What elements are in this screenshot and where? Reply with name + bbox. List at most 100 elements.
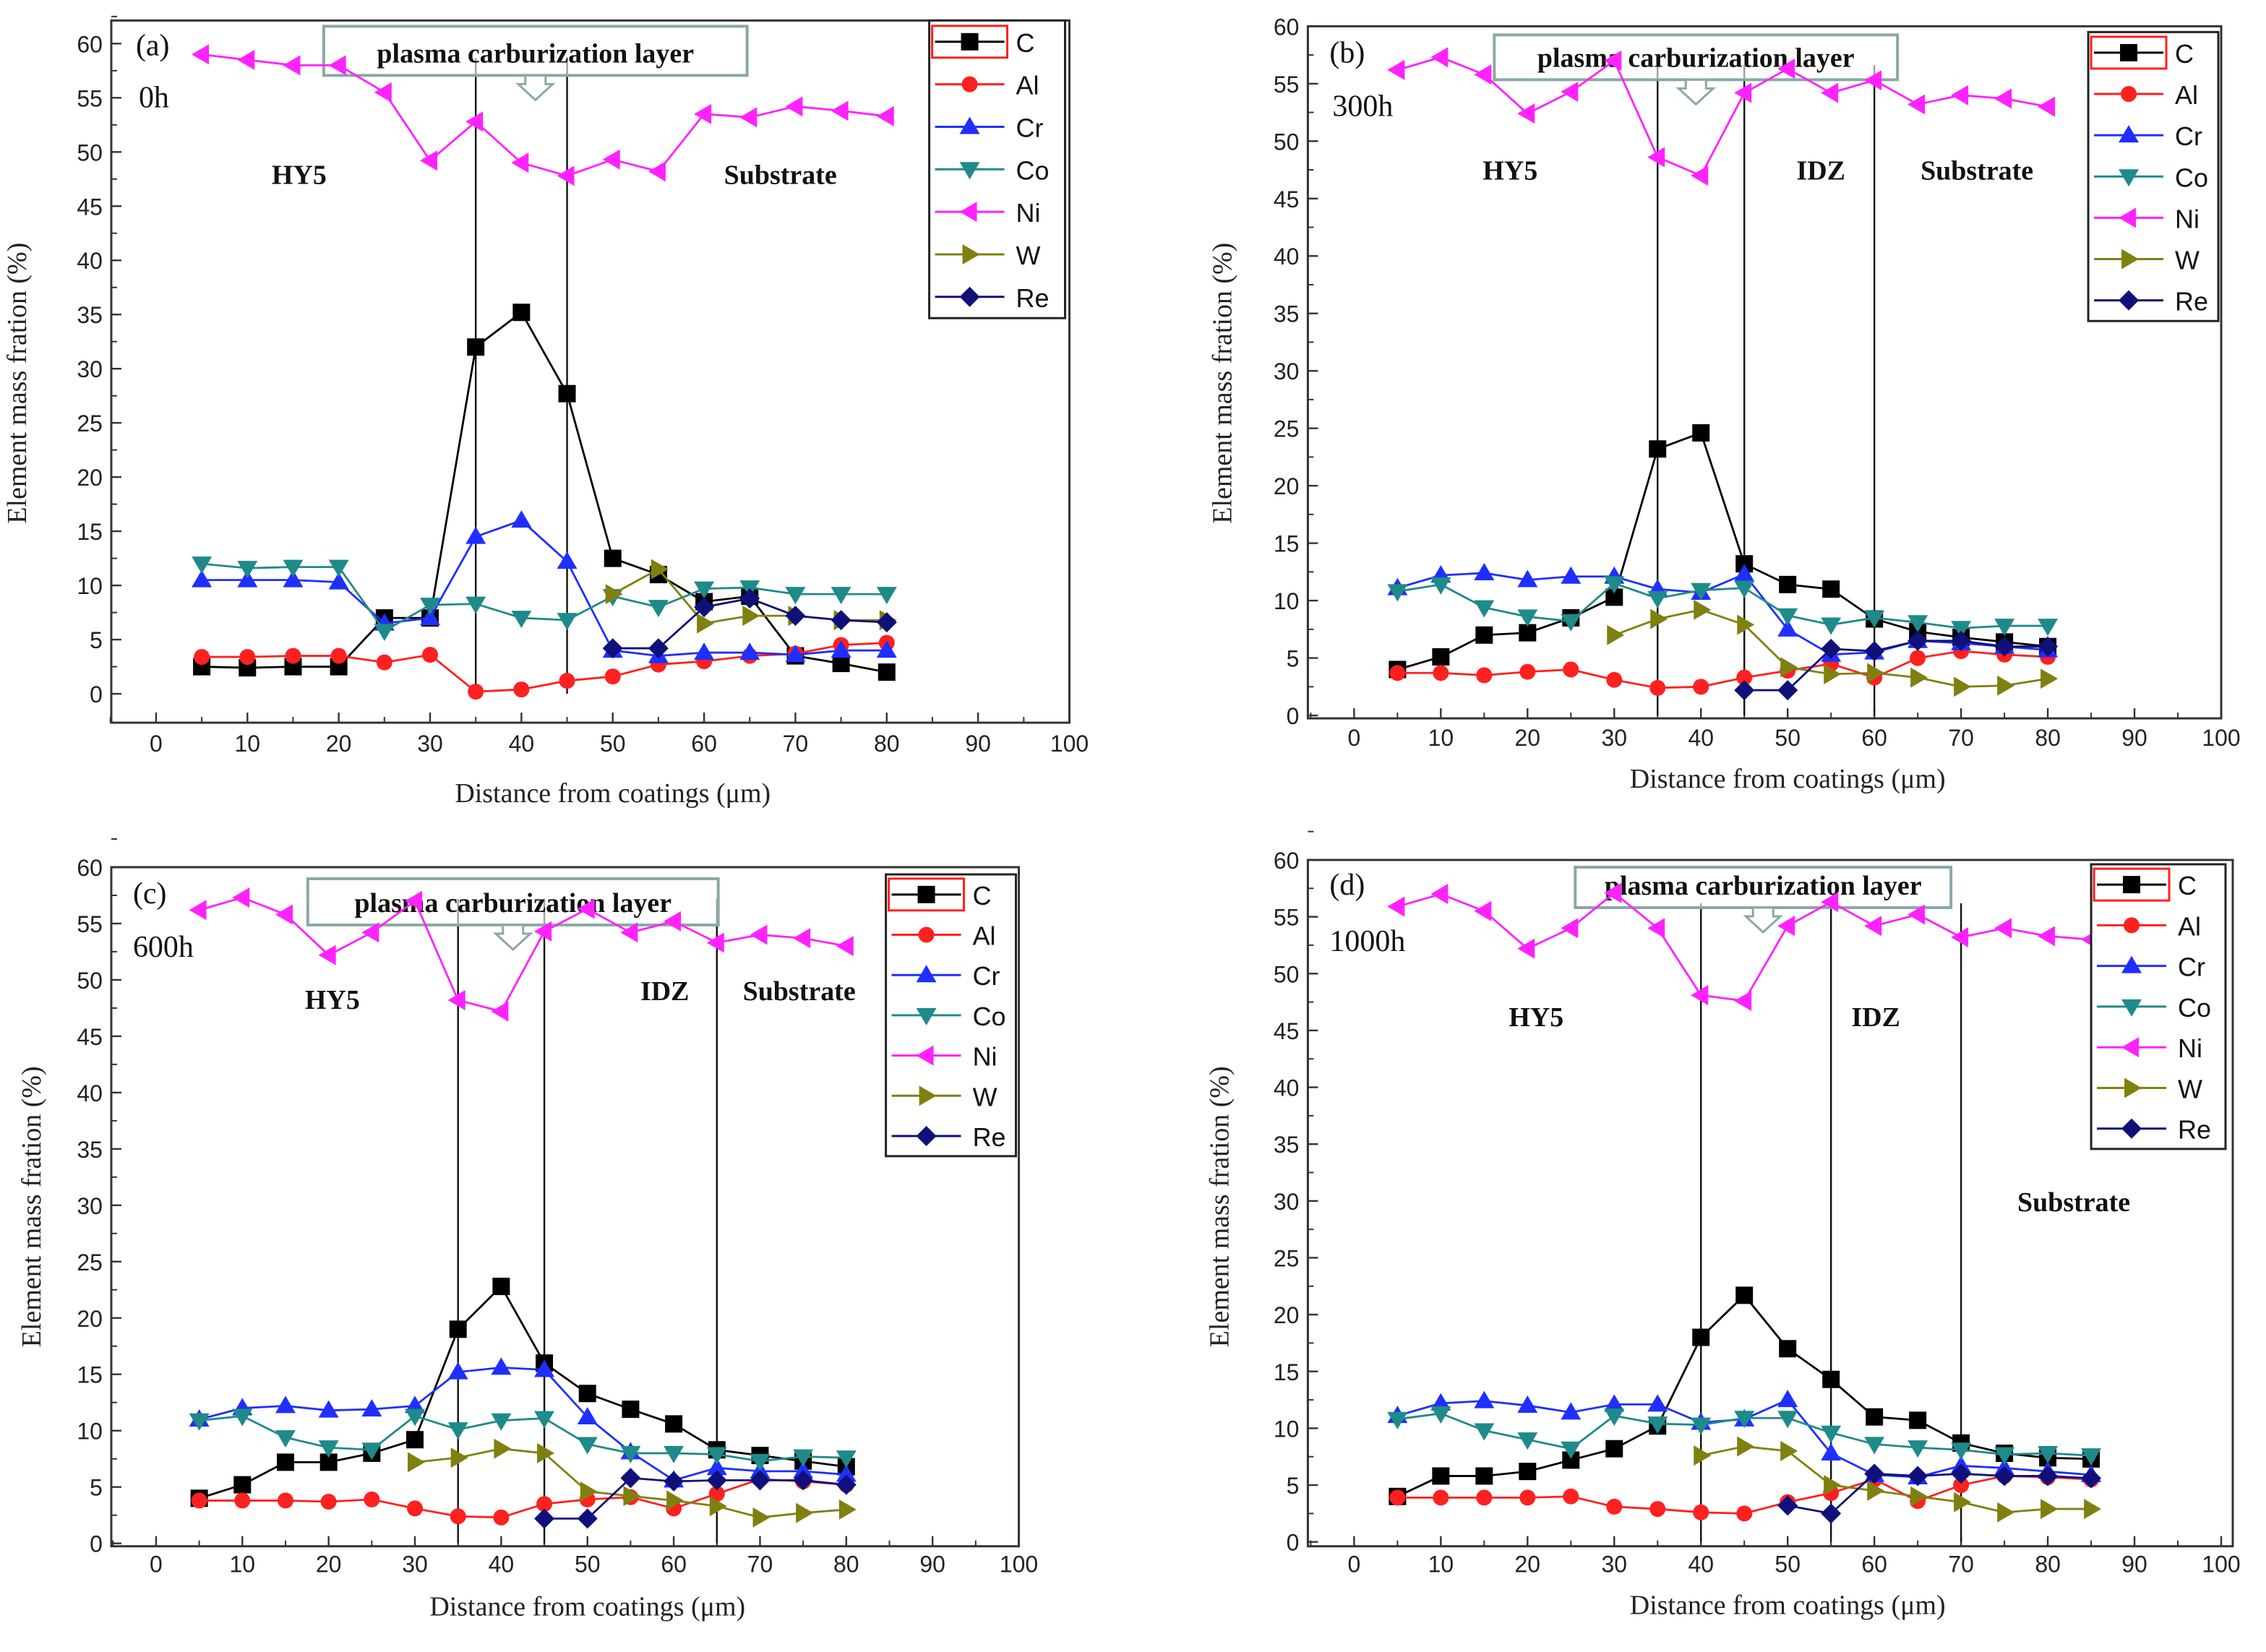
y-tick-label: 35 — [77, 302, 103, 328]
data-point-Re — [1734, 680, 1755, 701]
data-point-Al — [1736, 669, 1753, 686]
data-point-Al — [1433, 665, 1449, 681]
data-point-Co — [1864, 610, 1885, 628]
data-point-Ni — [1387, 59, 1405, 80]
data-point-C — [1735, 555, 1754, 573]
y-tick-label: 60 — [77, 31, 103, 57]
data-point-C — [604, 549, 622, 567]
y-tick-label: 0 — [90, 681, 103, 707]
series-line-Co — [201, 562, 887, 632]
legend-marker-Al — [2124, 917, 2140, 934]
legend-label: Al — [2178, 911, 2201, 941]
data-point-Ni — [420, 150, 438, 171]
data-point-Co — [1647, 590, 1668, 608]
data-point-C — [1779, 1340, 1797, 1358]
data-point-Ni — [1430, 47, 1449, 68]
data-point-Al — [1693, 1504, 1709, 1520]
data-point-Cr — [785, 645, 806, 663]
data-point-Al — [1563, 1488, 1579, 1505]
series-line-Al — [1397, 650, 2048, 689]
data-point-Cr — [793, 1460, 814, 1479]
series-Ni — [1387, 47, 2056, 186]
data-point-Al — [1693, 679, 1709, 695]
data-point-Cr — [447, 1361, 468, 1380]
x-tick-label: 60 — [1861, 1552, 1887, 1578]
legend-label: W — [973, 1082, 997, 1111]
data-point-C — [467, 338, 485, 356]
x-tick-label: 30 — [402, 1552, 428, 1578]
data-point-Re — [706, 1470, 727, 1491]
data-point-Al — [1433, 1489, 1449, 1506]
data-point-Ni — [1907, 904, 1926, 925]
series-W — [1694, 1436, 2102, 1523]
data-point-Ni — [534, 921, 552, 942]
data-point-Re — [694, 597, 715, 618]
x-tick-label: 10 — [1428, 1552, 1454, 1578]
arrow-down-icon — [515, 74, 556, 102]
y-tick-label: 15 — [1274, 531, 1300, 557]
data-point-Al — [493, 1509, 510, 1526]
data-point-Ni — [1517, 103, 1535, 124]
data-point-Ni — [739, 107, 758, 128]
y-tick-label: 10 — [77, 573, 103, 599]
data-point-Co — [511, 611, 532, 629]
data-point-Cr — [361, 1399, 382, 1417]
y-tick-label: 30 — [77, 1193, 103, 1219]
data-point-Cr — [1474, 1390, 1495, 1408]
y-tick-label: 15 — [77, 1362, 103, 1388]
data-point-Co — [706, 1447, 727, 1465]
series-Cr — [1387, 1390, 2102, 1485]
legend-marker-C — [2123, 876, 2141, 894]
series-Ni — [189, 887, 854, 1022]
data-point-C — [492, 1278, 510, 1296]
data-point-Co — [648, 600, 669, 618]
plot-frame — [1306, 859, 2234, 1548]
data-point-C — [1562, 1451, 1580, 1469]
data-point-C — [1475, 1467, 1493, 1485]
data-point-Co — [836, 1450, 857, 1468]
series-Re — [534, 1468, 857, 1529]
data-point-Cr — [275, 1395, 296, 1414]
legend-marker-Al — [2121, 86, 2137, 103]
data-point-Cr — [1474, 562, 1495, 580]
legend-marker-Ni — [2119, 207, 2137, 228]
annotation-text: plasma carburization layer — [1537, 43, 1855, 73]
data-point-C — [578, 1385, 596, 1403]
data-point-W — [580, 1481, 598, 1502]
panel-label: (c) — [133, 877, 167, 911]
legend-label: Re — [1016, 283, 1050, 313]
legend: C Al Cr Co Ni W Re — [928, 19, 1067, 319]
data-point-Ni — [1777, 916, 1795, 937]
x-tick-label: 80 — [874, 731, 900, 757]
data-point-W — [450, 1447, 468, 1468]
data-point-Ni — [1604, 882, 1622, 903]
data-point-C — [319, 1453, 338, 1471]
data-point-Al — [194, 649, 210, 666]
panel-label: (d) — [1329, 869, 1365, 902]
y-tick-label: 5 — [1287, 1473, 1300, 1499]
data-point-Al — [604, 668, 621, 685]
data-point-W — [1910, 667, 1928, 688]
legend-label: Al — [973, 921, 996, 951]
legend-marker-W — [962, 244, 980, 264]
data-point-C — [276, 1453, 294, 1471]
legend-label: Cr — [2175, 121, 2202, 151]
data-point-Co — [1994, 619, 2015, 637]
arrow-down-icon — [492, 924, 533, 951]
x-tick-label: 40 — [509, 731, 535, 757]
x-axis-label: Distance from coatings (μm) — [429, 1592, 745, 1622]
legend-marker-Re — [916, 1126, 937, 1147]
data-point-Ni — [1994, 918, 2012, 939]
data-point-Ni — [793, 928, 811, 949]
y-tick-label: 35 — [1274, 301, 1300, 327]
data-point-Ni — [785, 96, 803, 117]
x-tick-label: 0 — [1348, 725, 1361, 751]
series-Co — [189, 1408, 857, 1471]
legend-label: C — [973, 881, 992, 911]
data-point-Co — [2038, 1446, 2059, 1463]
data-point-Ni — [557, 165, 575, 186]
region-label: HY5 — [1508, 1002, 1563, 1033]
y-tick-label: 20 — [1274, 473, 1300, 499]
data-point-W — [623, 1486, 641, 1507]
data-point-Al — [1389, 665, 1406, 681]
